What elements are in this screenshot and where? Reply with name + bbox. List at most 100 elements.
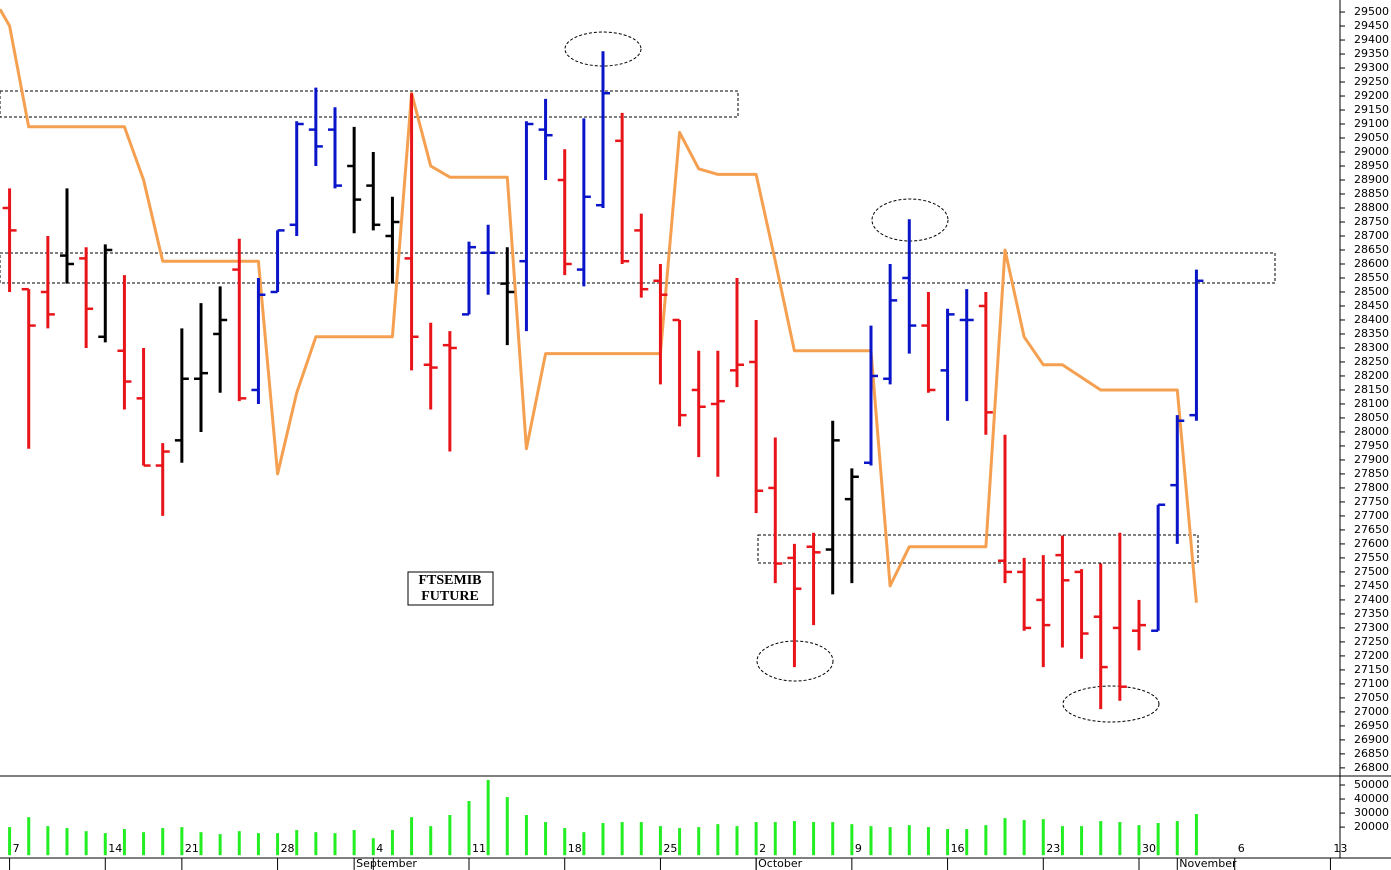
y-tick-label: 29500 bbox=[1354, 5, 1389, 18]
annotation-text: FUTURE bbox=[421, 589, 479, 604]
volume-bar bbox=[582, 832, 586, 856]
volume-bar bbox=[1175, 821, 1179, 856]
volume-bar bbox=[850, 824, 854, 856]
x-tick-label: 11 bbox=[472, 842, 486, 855]
y-tick-label: 29250 bbox=[1354, 75, 1389, 88]
y-tick-label: 28650 bbox=[1354, 243, 1389, 256]
y-tick-label: 28600 bbox=[1354, 257, 1389, 270]
volume-bar bbox=[237, 831, 241, 856]
y-tick-label: 27200 bbox=[1354, 649, 1389, 662]
volume-bar bbox=[314, 832, 318, 856]
x-tick-label: 13 bbox=[1333, 842, 1347, 855]
volume-bar bbox=[620, 822, 624, 856]
annotation-shapes bbox=[0, 31, 1276, 723]
volume-bar bbox=[1156, 823, 1160, 856]
volume-bar bbox=[505, 797, 509, 856]
y-tick-label: 28850 bbox=[1354, 187, 1389, 200]
volume-bar bbox=[984, 825, 988, 856]
y-tick-label: 28700 bbox=[1354, 229, 1389, 242]
volume-bar bbox=[256, 833, 260, 856]
x-tick-label: 16 bbox=[951, 842, 965, 855]
volume-bar bbox=[180, 827, 184, 856]
y-tick-label: 29150 bbox=[1354, 103, 1389, 116]
volume-bar bbox=[410, 817, 414, 856]
y-tick-label: 27400 bbox=[1354, 593, 1389, 606]
y-tick-label: 27700 bbox=[1354, 509, 1389, 522]
volume-bar bbox=[142, 832, 146, 856]
y-tick-label: 28300 bbox=[1354, 341, 1389, 354]
volume-bar bbox=[907, 825, 911, 856]
y-tick-label: 28050 bbox=[1354, 411, 1389, 424]
volume-bar bbox=[735, 826, 739, 856]
y-tick-label: 27250 bbox=[1354, 635, 1389, 648]
y-tick-label: 28200 bbox=[1354, 369, 1389, 382]
annotation-box bbox=[407, 571, 494, 606]
y-tick-label: 27900 bbox=[1354, 453, 1389, 466]
x-tick-label: 14 bbox=[108, 842, 122, 855]
volume-bar bbox=[544, 822, 548, 856]
y-tick-label: 27650 bbox=[1354, 523, 1389, 536]
volume-bar bbox=[716, 824, 720, 856]
y-tick-label: 27800 bbox=[1354, 481, 1389, 494]
y-tick-label: 28500 bbox=[1354, 285, 1389, 298]
x-tick-label: 25 bbox=[663, 842, 677, 855]
y-tick-label: 28550 bbox=[1354, 271, 1389, 284]
zone-box bbox=[0, 90, 739, 118]
volume-bar bbox=[199, 832, 203, 856]
y-tick-label: 29050 bbox=[1354, 131, 1389, 144]
volume-bar bbox=[1003, 818, 1007, 856]
y-tick-label: 27600 bbox=[1354, 537, 1389, 550]
y-tick-label: 29200 bbox=[1354, 89, 1389, 102]
y-tick-label: 27050 bbox=[1354, 691, 1389, 704]
y-tick-label: 27850 bbox=[1354, 467, 1389, 480]
y-tick-label: 40000 bbox=[1354, 792, 1389, 805]
volume-bar bbox=[658, 826, 662, 856]
y-tick-label: 29400 bbox=[1354, 33, 1389, 46]
volume-bar bbox=[295, 830, 299, 856]
highlight-ellipse bbox=[756, 640, 834, 682]
volume-bar bbox=[831, 822, 835, 856]
volume-bar bbox=[697, 827, 701, 856]
volume-bar bbox=[888, 827, 892, 856]
volume-bar bbox=[352, 830, 356, 856]
y-tick-label: 28250 bbox=[1354, 355, 1389, 368]
x-tick-label: 18 bbox=[568, 842, 582, 855]
y-tick-label: 28100 bbox=[1354, 397, 1389, 410]
y-tick-label: 29300 bbox=[1354, 61, 1389, 74]
y-tick-label: 27100 bbox=[1354, 677, 1389, 690]
y-tick-label: 28900 bbox=[1354, 173, 1389, 186]
volume-bar bbox=[467, 800, 471, 856]
y-tick-label: 28000 bbox=[1354, 425, 1389, 438]
volume-bar bbox=[486, 779, 490, 856]
volume-bar bbox=[1194, 814, 1198, 856]
y-tick-label: 30000 bbox=[1354, 806, 1389, 819]
volume-bar bbox=[926, 827, 930, 856]
volume-bar bbox=[429, 826, 433, 856]
volume-bar bbox=[946, 829, 950, 856]
volume-bar bbox=[122, 829, 126, 856]
y-tick-label: 28150 bbox=[1354, 383, 1389, 396]
volume-bar bbox=[965, 829, 969, 856]
y-tick-label: 26800 bbox=[1354, 761, 1389, 774]
y-tick-label: 28400 bbox=[1354, 313, 1389, 326]
x-tick-label: 6 bbox=[1238, 842, 1245, 855]
y-tick-label: 27550 bbox=[1354, 551, 1389, 564]
zone-box bbox=[757, 534, 1199, 564]
x-tick-label: 7 bbox=[13, 842, 20, 855]
volume-bar bbox=[103, 833, 107, 856]
y-tick-label: 27750 bbox=[1354, 495, 1389, 508]
y-tick-label: 29000 bbox=[1354, 145, 1389, 158]
volume-bar bbox=[276, 833, 280, 856]
y-tick-label: 26950 bbox=[1354, 719, 1389, 732]
volume-bar bbox=[524, 815, 528, 856]
volume-bar bbox=[46, 826, 50, 856]
zone-box bbox=[0, 252, 1276, 284]
highlight-ellipse bbox=[564, 31, 642, 67]
y-tick-label: 28450 bbox=[1354, 299, 1389, 312]
volume-bar bbox=[1041, 819, 1045, 856]
x-tick-label: 4 bbox=[376, 842, 383, 855]
x-tick-label: 23 bbox=[1046, 842, 1060, 855]
